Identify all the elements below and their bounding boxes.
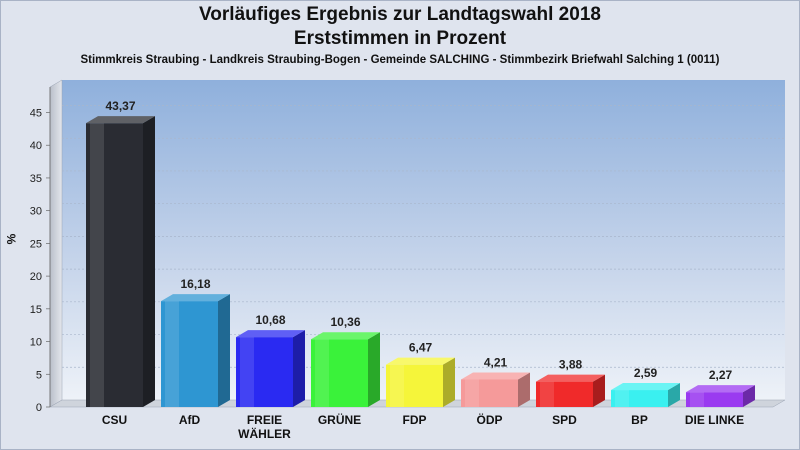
bar-highlight xyxy=(90,123,104,407)
bar xyxy=(461,379,518,407)
x-tick-label: SPD xyxy=(552,413,577,427)
bar-highlight xyxy=(240,337,254,407)
y-tick-label: 10 xyxy=(30,337,42,349)
data-label: 4,21 xyxy=(484,355,508,369)
x-tick-label: AfD xyxy=(179,413,201,427)
bar-side xyxy=(218,294,230,407)
x-tick-label: BP xyxy=(631,413,648,427)
y-tick-label: 35 xyxy=(30,173,42,185)
bar-side xyxy=(368,332,380,407)
y-tick-label: 45 xyxy=(30,108,42,120)
data-label: 10,68 xyxy=(255,313,285,327)
x-tick-label: FREIE xyxy=(247,413,282,427)
bar-highlight xyxy=(615,390,629,407)
bar-top xyxy=(311,332,380,340)
data-label: 2,27 xyxy=(709,368,733,382)
y-tick-label: 20 xyxy=(30,271,42,283)
bar-side xyxy=(293,330,305,407)
bar-top xyxy=(386,357,455,365)
bar-highlight xyxy=(690,392,704,407)
bar-top xyxy=(86,116,155,124)
bar-highlight xyxy=(315,339,329,407)
bar-top xyxy=(161,294,230,302)
data-label: 10,36 xyxy=(330,315,360,329)
x-tick-label: WÄHLER xyxy=(238,426,291,441)
plot-left-wall xyxy=(49,79,63,408)
bar-highlight xyxy=(390,364,404,407)
chart-subtitle: Stimmkreis Straubing - Landkreis Straubi… xyxy=(80,54,720,66)
x-tick-label: GRÜNE xyxy=(318,412,361,427)
y-tick-label: 25 xyxy=(30,238,42,250)
data-label: 43,37 xyxy=(105,99,135,113)
bar-highlight xyxy=(165,301,179,407)
x-tick-label: DIE LINKE xyxy=(685,413,744,427)
y-tick-label: 0 xyxy=(36,402,42,414)
x-tick-label: CSU xyxy=(102,413,127,427)
y-tick-label: 30 xyxy=(30,206,42,218)
bar-top xyxy=(461,372,530,380)
bar-side xyxy=(443,357,455,407)
bar-top xyxy=(236,330,305,338)
bar xyxy=(86,123,143,407)
chart-title: Vorläufiges Ergebnis zur Landtagswahl 20… xyxy=(199,4,601,25)
bar-top xyxy=(536,374,605,382)
y-tick-label: 5 xyxy=(36,369,42,381)
x-tick-label: ÖDP xyxy=(476,412,502,427)
bar xyxy=(236,337,293,407)
bar-side xyxy=(143,116,155,407)
y-tick-label: 15 xyxy=(30,304,42,316)
bar-side xyxy=(743,385,755,407)
data-label: 2,59 xyxy=(634,366,658,380)
bar-highlight xyxy=(465,379,479,407)
bar-top xyxy=(686,385,755,393)
bar xyxy=(386,364,443,407)
y-tick-label: 40 xyxy=(30,140,42,152)
bar xyxy=(161,301,218,407)
data-label: 16,18 xyxy=(180,277,210,291)
data-label: 6,47 xyxy=(409,341,433,355)
bar xyxy=(611,390,668,407)
bar xyxy=(536,381,593,407)
bar-side xyxy=(593,374,605,407)
x-tick-label: FDP xyxy=(403,413,427,427)
bar-highlight xyxy=(540,381,554,407)
bar-top xyxy=(611,383,680,391)
chart-title-line2: Erststimmen in Prozent xyxy=(293,28,507,49)
bar-side xyxy=(518,372,530,407)
bar-side xyxy=(668,383,680,407)
bar xyxy=(686,392,743,407)
data-label: 3,88 xyxy=(559,358,583,372)
bar xyxy=(311,339,368,407)
